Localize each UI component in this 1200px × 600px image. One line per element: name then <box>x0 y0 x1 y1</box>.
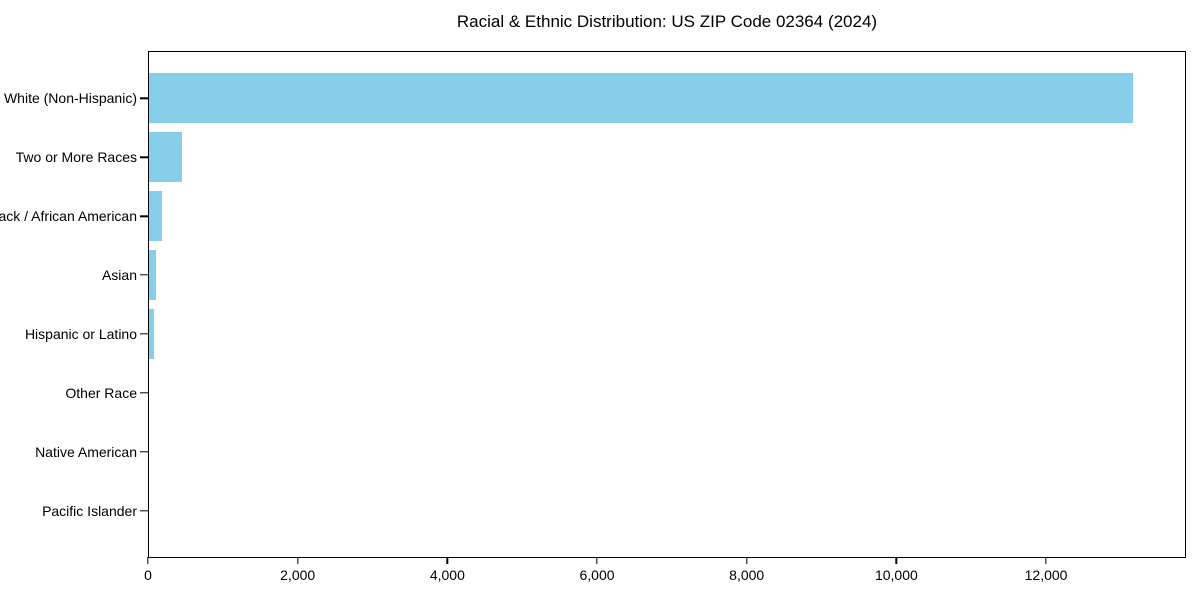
bar-row: Two or More Races <box>16 128 1185 187</box>
y-axis-label: Other Race <box>65 384 137 401</box>
y-axis-label: Black / African American <box>0 208 137 225</box>
x-tick-label: 10,000 <box>874 567 918 583</box>
bar-row: Pacific Islander <box>42 481 1185 540</box>
bar-row: Black / African American <box>0 187 1185 246</box>
x-tick-mark <box>446 557 449 564</box>
x-tick-mark <box>895 557 898 564</box>
y-tick-mark <box>140 97 148 100</box>
bar-row: White (Non-Hispanic) <box>4 69 1185 128</box>
x-tick-mark <box>745 557 748 564</box>
y-tick-mark <box>140 450 148 453</box>
y-axis-label: Asian <box>101 267 137 284</box>
bar <box>149 250 157 301</box>
x-tick-label: 0 <box>144 567 152 583</box>
y-tick-mark <box>140 215 148 217</box>
x-tick-label: 4,000 <box>429 567 465 583</box>
bar <box>149 132 182 183</box>
y-axis-label: Pacific Islander <box>42 502 137 519</box>
bar <box>149 191 163 242</box>
chart-title: Racial & Ethnic Distribution: US ZIP Cod… <box>456 12 878 31</box>
bar-row: Other Race <box>65 363 1185 422</box>
y-axis-label: Native American <box>35 443 137 460</box>
y-tick-mark <box>140 392 148 394</box>
y-tick-mark <box>140 509 148 512</box>
bar <box>149 73 1134 124</box>
y-tick-mark <box>140 156 148 159</box>
x-tick-label: 12,000 <box>1024 567 1068 583</box>
bar-rows: White (Non-Hispanic) Two or More Races Bla… <box>0 52 1185 557</box>
y-axis-label: Two or More Races <box>15 149 137 166</box>
bar-row: Asian <box>102 246 1185 305</box>
y-tick-mark <box>140 333 148 335</box>
x-tick-label: 8,000 <box>729 567 765 583</box>
bar <box>149 308 154 359</box>
y-axis-label: White (Non-Hispanic) <box>3 90 137 107</box>
x-tick-mark <box>596 557 598 564</box>
x-tick-mark <box>1045 557 1047 564</box>
x-tick-label: 6,000 <box>579 567 615 583</box>
y-tick-mark <box>140 274 148 276</box>
x-tick-label: 2,000 <box>280 567 316 583</box>
bar-row: Native American <box>35 422 1185 481</box>
x-tick-mark <box>147 557 149 564</box>
bar-row: Hispanic or Latino <box>25 305 1185 364</box>
plot-area: White (Non-Hispanic) Two or More Races Bla… <box>0 51 1186 583</box>
x-tick-mark <box>296 557 299 564</box>
y-axis-label: Hispanic or Latino <box>24 325 137 342</box>
x-axis: 0 2,000 4,000 6,000 8,000 10,000 12,000 <box>144 557 1186 597</box>
